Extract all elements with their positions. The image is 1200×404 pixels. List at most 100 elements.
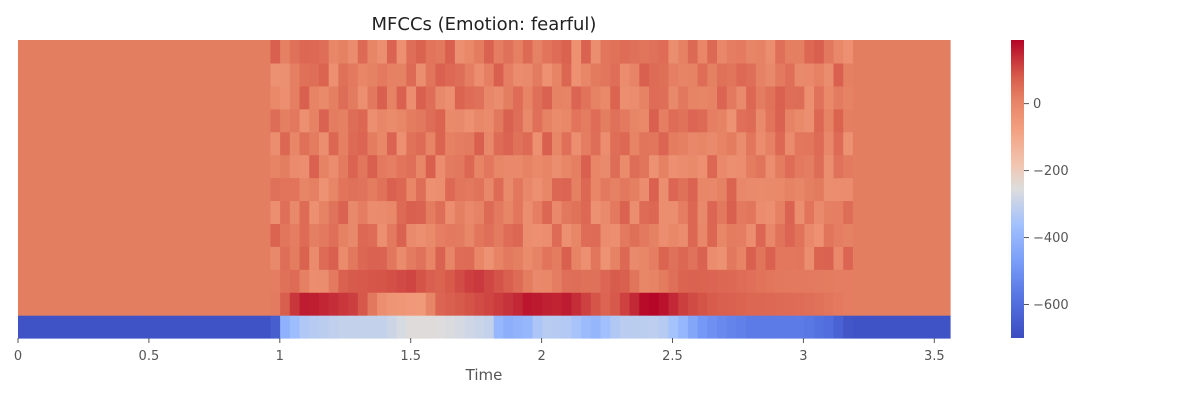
heatmap-cell bbox=[367, 40, 378, 64]
heatmap-cell bbox=[251, 154, 262, 179]
heatmap-cell bbox=[47, 131, 58, 156]
heatmap-cell bbox=[717, 269, 728, 293]
heatmap-cell bbox=[299, 223, 310, 247]
heatmap-cell bbox=[425, 154, 437, 179]
heatmap-cell bbox=[37, 200, 48, 224]
heatmap-cell bbox=[765, 223, 776, 247]
heatmap-cell bbox=[153, 246, 165, 270]
heatmap-cell bbox=[746, 40, 757, 64]
heatmap-cell bbox=[76, 154, 87, 179]
heatmap-cell bbox=[231, 85, 242, 110]
heatmap-cell bbox=[522, 154, 534, 179]
heatmap-cell bbox=[445, 131, 456, 156]
heatmap-cell bbox=[532, 315, 543, 339]
heatmap-cell bbox=[76, 177, 87, 202]
heatmap-cell bbox=[561, 85, 572, 110]
heatmap-cell bbox=[328, 154, 339, 179]
heatmap-cell bbox=[85, 315, 97, 339]
heatmap-cell bbox=[348, 62, 359, 87]
heatmap-cell bbox=[115, 108, 126, 133]
heatmap-cell bbox=[280, 131, 291, 156]
heatmap-cell bbox=[649, 154, 660, 179]
heatmap-cell bbox=[765, 315, 776, 339]
heatmap-cell bbox=[862, 200, 873, 224]
heatmap-cell bbox=[882, 108, 893, 133]
heatmap-cell bbox=[804, 246, 815, 270]
heatmap-cell bbox=[231, 315, 242, 339]
heatmap-cell bbox=[503, 292, 514, 316]
heatmap-cell bbox=[600, 177, 611, 202]
heatmap-cell bbox=[551, 246, 563, 270]
heatmap-cell bbox=[522, 315, 534, 339]
heatmap-cell bbox=[85, 131, 97, 156]
heatmap-cell bbox=[416, 200, 427, 224]
heatmap-cell bbox=[765, 200, 776, 224]
heatmap-cell bbox=[726, 292, 738, 316]
heatmap-cell bbox=[581, 269, 592, 293]
heatmap-cell bbox=[328, 62, 339, 87]
heatmap-cell bbox=[746, 85, 757, 110]
heatmap-cell bbox=[862, 223, 873, 247]
heatmap-cell bbox=[551, 85, 563, 110]
heatmap-cell bbox=[134, 292, 145, 316]
heatmap-cell bbox=[56, 131, 68, 156]
heatmap-cell bbox=[27, 177, 39, 202]
heatmap-cell bbox=[416, 154, 427, 179]
heatmap-cell bbox=[717, 223, 728, 247]
heatmap-cell bbox=[386, 177, 398, 202]
heatmap-cell bbox=[367, 108, 378, 133]
heatmap-cell bbox=[852, 246, 864, 270]
heatmap-cell bbox=[619, 292, 631, 316]
heatmap-cell bbox=[668, 200, 679, 224]
heatmap-cell bbox=[153, 269, 165, 293]
heatmap-cell bbox=[85, 223, 97, 247]
heatmap-cell bbox=[357, 292, 369, 316]
heatmap-cell bbox=[309, 108, 320, 133]
heatmap-cell bbox=[270, 315, 281, 339]
heatmap-cell bbox=[736, 246, 747, 270]
heatmap-cell bbox=[940, 131, 951, 156]
heatmap-cell bbox=[513, 131, 524, 156]
heatmap-cell bbox=[765, 85, 776, 110]
heatmap-cell bbox=[445, 177, 456, 202]
heatmap-cell bbox=[852, 223, 864, 247]
heatmap-cell bbox=[814, 62, 825, 87]
heatmap-cell bbox=[289, 223, 301, 247]
heatmap-cell bbox=[338, 177, 349, 202]
heatmap-cell bbox=[561, 177, 572, 202]
heatmap-cell bbox=[746, 315, 757, 339]
heatmap-cell bbox=[357, 85, 369, 110]
heatmap-cell bbox=[862, 315, 873, 339]
heatmap-cell bbox=[629, 108, 640, 133]
heatmap-cell bbox=[678, 40, 689, 64]
heatmap-cell bbox=[668, 154, 679, 179]
heatmap-cell bbox=[911, 223, 922, 247]
heatmap-cell bbox=[503, 40, 514, 64]
heatmap-cell bbox=[765, 177, 776, 202]
heatmap-cell bbox=[445, 154, 456, 179]
heatmap-cell bbox=[513, 269, 524, 293]
heatmap-cell bbox=[318, 85, 330, 110]
heatmap-cell bbox=[221, 223, 233, 247]
heatmap-cell bbox=[590, 269, 602, 293]
heatmap-cell bbox=[105, 246, 116, 270]
heatmap-cell bbox=[736, 269, 747, 293]
heatmap-cell bbox=[85, 62, 97, 87]
heatmap-cell bbox=[852, 62, 864, 87]
heatmap-cell bbox=[105, 177, 116, 202]
heatmap-cell bbox=[338, 62, 349, 87]
heatmap-cell bbox=[940, 108, 951, 133]
heatmap-cell bbox=[416, 292, 427, 316]
heatmap-cell bbox=[901, 315, 912, 339]
heatmap-cell bbox=[532, 85, 543, 110]
heatmap-cell bbox=[183, 62, 194, 87]
heatmap-cell bbox=[37, 223, 48, 247]
heatmap-cell bbox=[882, 292, 893, 316]
heatmap-cell bbox=[37, 40, 48, 64]
heatmap-cell bbox=[649, 315, 660, 339]
heatmap-cell bbox=[590, 40, 602, 64]
heatmap-cell bbox=[377, 200, 388, 224]
heatmap-cell bbox=[105, 85, 116, 110]
heatmap-cell bbox=[852, 131, 864, 156]
